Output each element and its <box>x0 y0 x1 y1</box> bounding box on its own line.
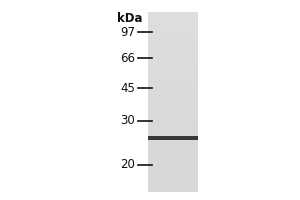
Bar <box>148 136 198 140</box>
Text: 66: 66 <box>120 51 135 64</box>
Text: 97: 97 <box>120 25 135 38</box>
Text: 45: 45 <box>120 82 135 95</box>
Text: kDa: kDa <box>118 12 143 25</box>
Text: 20: 20 <box>120 158 135 171</box>
Text: 30: 30 <box>120 114 135 128</box>
Bar <box>148 12 198 192</box>
